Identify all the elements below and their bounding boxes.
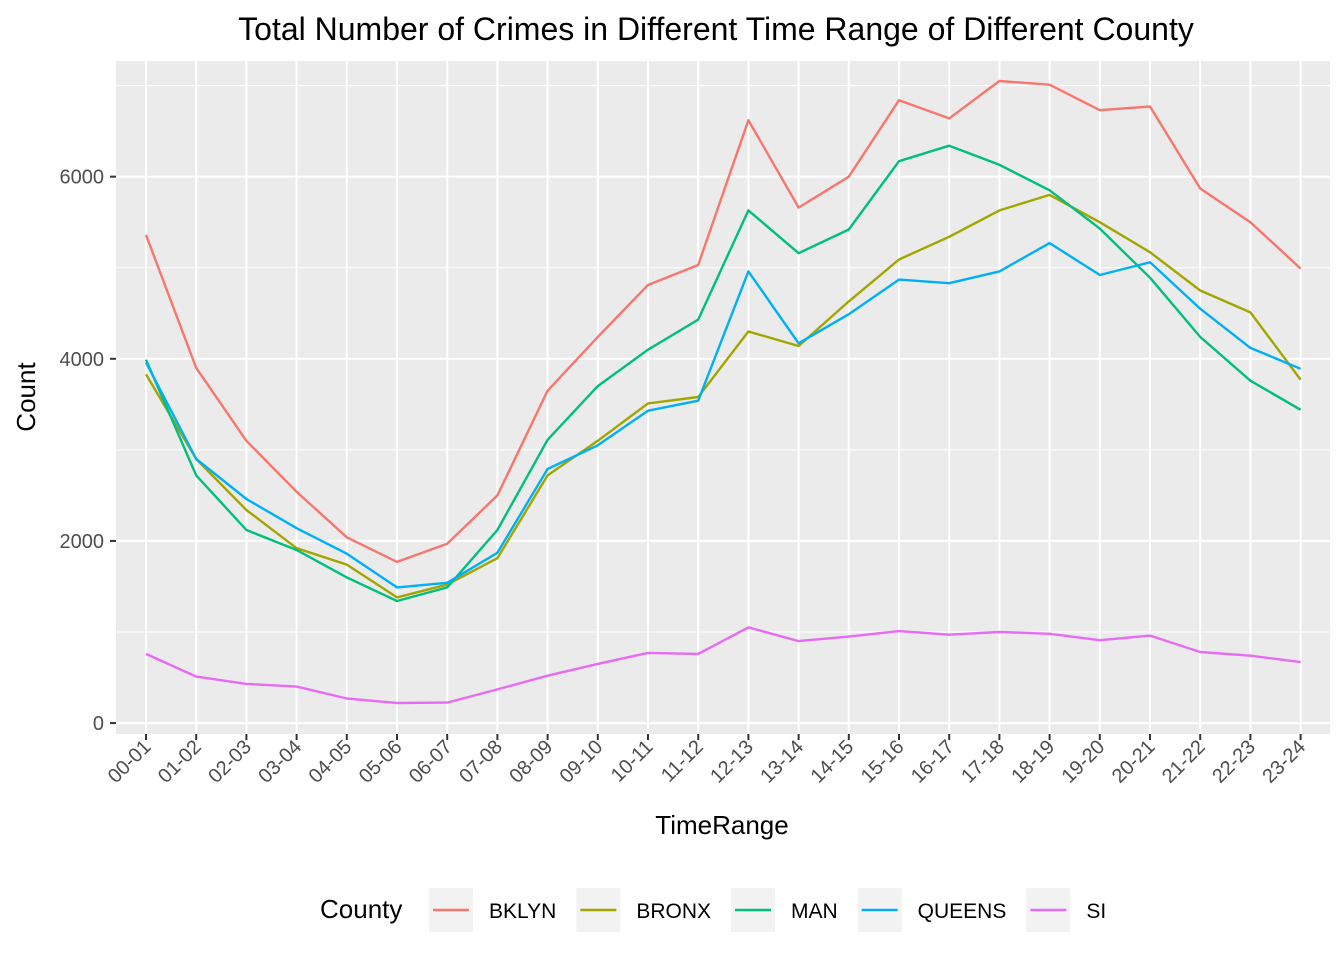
x-tick-label: 21-22 [1158, 736, 1210, 788]
x-tick-label: 15-16 [857, 736, 909, 788]
y-axis-label: Count [11, 362, 41, 432]
x-tick-label: 20-21 [1108, 736, 1160, 788]
x-tick-label: 06-07 [405, 736, 457, 788]
x-tick-label: 11-12 [657, 736, 708, 787]
x-tick-label: 10-11 [607, 736, 658, 787]
chart-title: Total Number of Crimes in Different Time… [238, 11, 1194, 47]
legend-label-queens: QUEENS [918, 900, 1007, 923]
series-line-bronx [144, 193, 1302, 599]
x-tick-label: 09-10 [556, 736, 608, 788]
x-tick-label: 03-04 [254, 736, 306, 788]
x-tick-label: 02-03 [204, 736, 256, 788]
x-tick-label: 08-09 [505, 736, 557, 788]
x-tick-label: 12-13 [706, 736, 758, 788]
series-line-queens [144, 241, 1302, 589]
grid-lines [116, 61, 1330, 734]
legend-label-man: MAN [791, 900, 838, 923]
x-tick-label: 16-17 [907, 736, 959, 788]
x-tick-label: 00-01 [104, 736, 156, 788]
x-tick-label: 01-02 [154, 736, 206, 788]
series-line-bklyn [144, 79, 1302, 564]
x-tick-label: 17-18 [957, 736, 1009, 788]
x-axis-label: TimeRange [655, 810, 788, 840]
legend-title: County [320, 894, 402, 924]
y-axis: 0 2000 4000 6000 [60, 167, 116, 735]
y-tick-label: 6000 [60, 167, 105, 189]
x-tick-label: 13-14 [756, 736, 808, 788]
y-tick-label: 2000 [60, 531, 105, 553]
legend-label-bklyn: BKLYN [489, 900, 556, 923]
series-lines [144, 79, 1302, 705]
x-tick-label: 23-24 [1258, 736, 1310, 788]
series-line-si [145, 626, 1301, 705]
x-axis: 00-0101-0202-0303-0404-0505-0606-0707-08… [104, 734, 1310, 788]
x-tick-label: 19-20 [1058, 736, 1110, 788]
x-tick-label: 05-06 [355, 736, 407, 788]
x-tick-label: 07-08 [455, 736, 507, 788]
x-tick-label: 22-23 [1208, 736, 1260, 788]
legend-label-si: SI [1086, 900, 1106, 923]
legend-label-bronx: BRONX [636, 900, 711, 923]
y-tick-label: 4000 [60, 349, 105, 371]
series-line-man [144, 144, 1302, 603]
x-tick-label: 14-15 [807, 736, 859, 788]
y-tick-label: 0 [93, 713, 104, 735]
plot-panel [116, 61, 1330, 734]
x-tick-label: 04-05 [305, 736, 357, 788]
legend: County BKLYN BRONX MAN QUEENS SI [320, 888, 1106, 932]
x-tick-label: 18-19 [1007, 736, 1059, 788]
